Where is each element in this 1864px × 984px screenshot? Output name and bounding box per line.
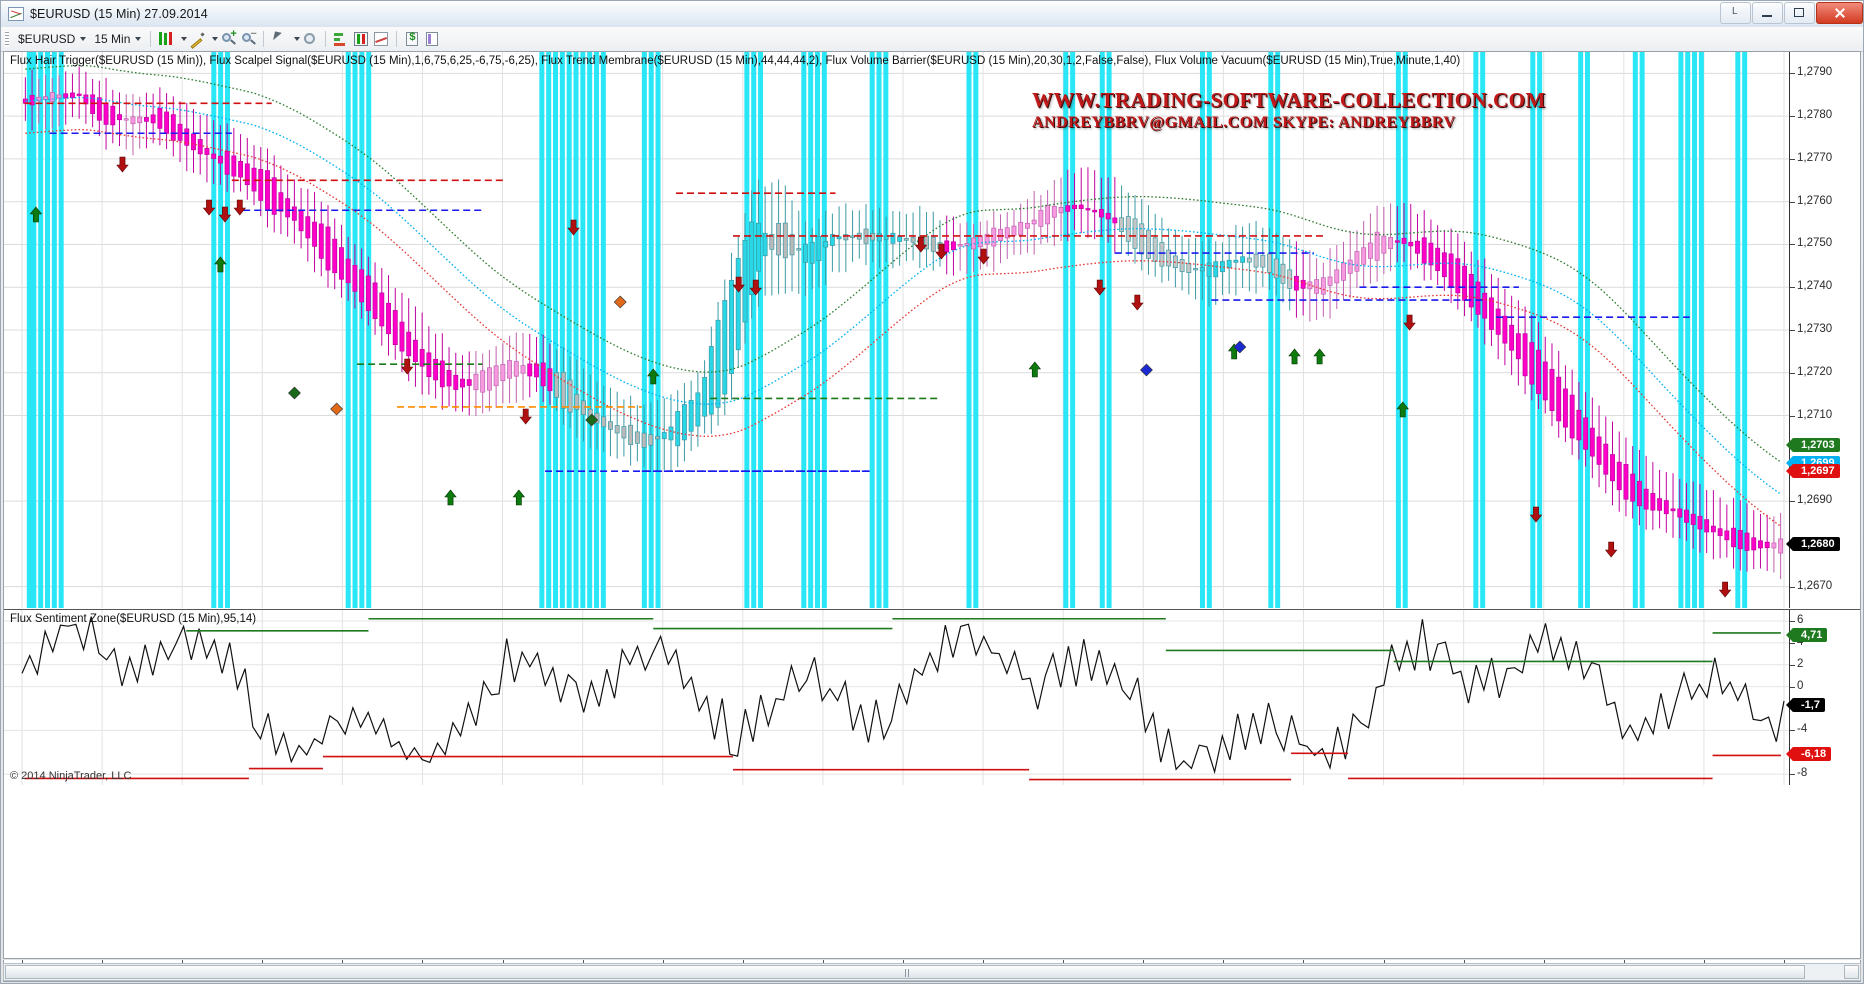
toolbar-separator <box>325 31 327 47</box>
chevron-down-icon <box>135 37 142 41</box>
time-tick-mark <box>502 960 504 964</box>
time-tick-mark <box>662 960 664 964</box>
price-tick: 1,2670 <box>1790 580 1832 592</box>
data-box-icon[interactable] <box>332 30 350 48</box>
time-tick-mark <box>342 960 344 964</box>
interval-label: 15 Min <box>94 32 131 46</box>
time-tick-mark <box>903 960 904 964</box>
chevron-down-icon <box>80 37 87 41</box>
watermark-line-1: WWW.TRADING-SOFTWARE-COLLECTION.COM <box>1032 88 1546 112</box>
chart-canvas[interactable]: Flux Hair Trigger($EURUSD (15 Min)), Flu… <box>3 51 1861 959</box>
price-tick: 1,2790 <box>1790 66 1832 78</box>
sentiment-value-marker: -1,7 <box>1786 698 1825 713</box>
sentiment-upper-marker: 4,71 <box>1786 628 1828 643</box>
price-tick: 1,2740 <box>1790 280 1832 292</box>
price-tick: 1,2780 <box>1790 109 1832 121</box>
time-tick-mark <box>102 960 104 964</box>
toolbar-grip[interactable] <box>5 31 9 47</box>
price-tick: 1,2710 <box>1790 409 1832 421</box>
time-tick-mark <box>742 960 744 964</box>
sentiment-lower-marker: -6,18 <box>1786 747 1832 762</box>
time-tick-mark <box>22 960 23 964</box>
time-tick-mark <box>1223 960 1225 964</box>
window-title: $EURUSD (15 Min) 27.09.2014 <box>30 7 208 21</box>
upper-band-marker: 1,2703 <box>1786 438 1840 453</box>
time-tick-mark <box>1623 960 1625 964</box>
time-tick-mark <box>1703 960 1705 964</box>
sentiment-axis[interactable]: 6420-4-8 4,71-1,7-6,18 <box>1786 610 1860 785</box>
sentiment-plot <box>4 610 1790 785</box>
time-tick-mark <box>822 960 824 964</box>
panel-icon[interactable] <box>423 30 441 48</box>
chevron-down-icon[interactable] <box>294 37 301 41</box>
time-tick-mark <box>1543 960 1545 964</box>
instrument-label: $EURUSD <box>18 32 76 46</box>
chevron-down-icon[interactable] <box>212 37 219 41</box>
scrollbar-thumb[interactable] <box>5 965 1805 979</box>
price-tick: 1,2760 <box>1790 195 1832 207</box>
time-tick-mark <box>182 960 184 964</box>
toolbar-separator <box>150 31 152 47</box>
watermark-line-2: ANDREYBBRV@GMAIL.COM SKYPE: ANDREYBBRV <box>1032 114 1456 131</box>
layout-button-label: L <box>1732 6 1738 17</box>
toolbar-separator <box>396 31 398 47</box>
sentiment-indicator-label: Flux Sentiment Zone($EURUSD (15 Min),95,… <box>10 613 257 625</box>
zoom-out-icon[interactable]: − <box>239 29 257 48</box>
time-tick-mark <box>1383 960 1385 964</box>
price-tick: 1,2750 <box>1790 237 1832 249</box>
time-tick-mark <box>422 960 424 964</box>
maximize-icon[interactable] <box>1784 2 1815 24</box>
close-icon[interactable] <box>1816 2 1863 24</box>
magnifier-icon[interactable] <box>301 30 319 48</box>
chart-icon <box>8 7 24 21</box>
candles-icon[interactable] <box>157 30 175 48</box>
toolbar-separator <box>263 31 265 47</box>
instrument-selector[interactable]: $EURUSD <box>14 29 90 49</box>
sentiment-tick: -4 <box>1790 723 1807 735</box>
sentiment-tick: 6 <box>1790 614 1803 626</box>
price-plot <box>4 52 1790 608</box>
zoom-in-icon[interactable]: + <box>219 29 237 48</box>
time-tick-mark <box>262 960 264 964</box>
pencil-icon[interactable] <box>188 30 206 48</box>
minimize-icon[interactable] <box>1752 2 1783 24</box>
price-axis[interactable]: 1,2790 1,2780 1,2770 1,2760 1,2750 1,2740 1,27… <box>1786 52 1860 608</box>
scroll-right-button[interactable] <box>1844 965 1859 979</box>
price-tick: 1,2720 <box>1790 366 1832 378</box>
horizontal-scrollbar[interactable] <box>3 963 1861 981</box>
time-tick-mark <box>1063 960 1065 964</box>
sentiment-pane[interactable]: Flux Sentiment Zone($EURUSD (15 Min),95,… <box>4 609 1860 785</box>
time-tick-mark <box>1143 960 1145 964</box>
chart-box-icon[interactable] <box>352 30 370 48</box>
cursor-icon[interactable] <box>270 30 288 48</box>
time-tick-mark <box>1463 960 1465 964</box>
time-tick-mark <box>582 960 584 964</box>
price-pane[interactable]: Flux Hair Trigger($EURUSD (15 Min)), Flu… <box>4 52 1860 608</box>
time-tick-mark <box>983 960 985 964</box>
title-bar: $EURUSD (15 Min) 27.09.2014 L <box>1 1 1863 28</box>
interval-selector[interactable]: 15 Min <box>90 29 145 49</box>
dollar-icon[interactable] <box>403 30 421 48</box>
last-price-marker: 1,2680 <box>1786 536 1840 551</box>
chevron-down-icon[interactable] <box>181 37 188 41</box>
price-tick: 1,2690 <box>1790 494 1832 506</box>
sentiment-tick: -8 <box>1790 767 1807 779</box>
sentiment-tick: 2 <box>1790 658 1803 670</box>
sentiment-tick: 0 <box>1790 680 1803 692</box>
price-indicator-label: Flux Hair Trigger($EURUSD (15 Min)), Flu… <box>10 55 1461 67</box>
window-buttons: L <box>1719 2 1863 24</box>
layout-button[interactable]: L <box>1720 2 1751 24</box>
lower-band-marker: 1,2697 <box>1786 464 1840 479</box>
copyright-text: © 2014 NinjaTrader, LLC <box>10 770 132 782</box>
time-tick-mark <box>1303 960 1305 964</box>
line-chart-icon[interactable] <box>372 30 390 48</box>
price-tick: 1,2730 <box>1790 323 1832 335</box>
chart-toolbar: $EURUSD 15 Min + − <box>1 27 1863 52</box>
price-tick: 1,2770 <box>1790 152 1832 164</box>
time-tick-mark <box>1784 960 1785 964</box>
